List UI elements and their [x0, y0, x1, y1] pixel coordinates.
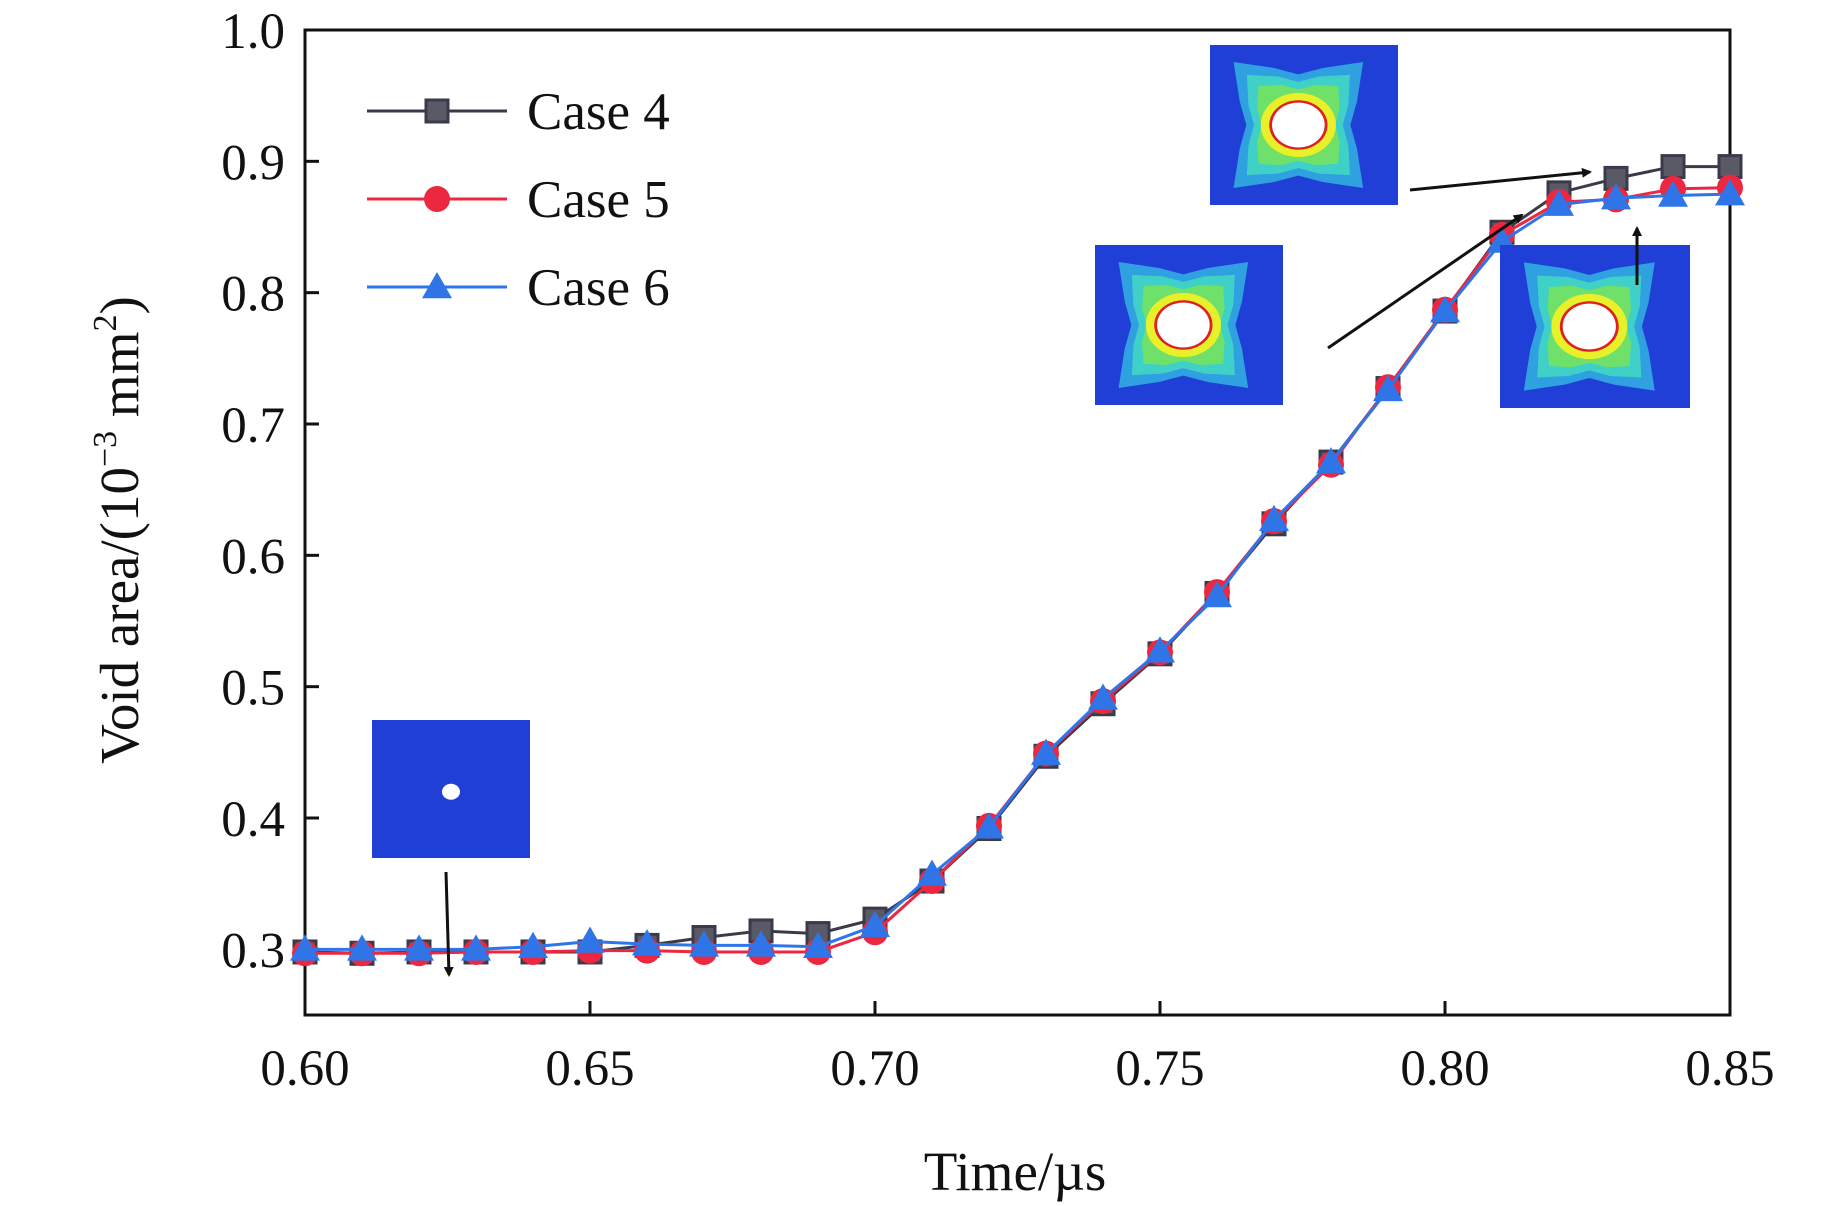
plot-border [303, 28, 1732, 1017]
data-point [461, 934, 491, 961]
data-point [860, 910, 890, 937]
y-axis-title-middle: mm [89, 332, 150, 431]
series-case-6 [290, 179, 1745, 961]
data-point [1316, 447, 1346, 474]
data-point [1544, 189, 1574, 216]
data-point [1373, 374, 1403, 402]
data-point [1660, 154, 1686, 180]
x-tick-label: 0.60 [260, 1041, 349, 1097]
legend-label: Case 6 [527, 259, 670, 317]
y-tick-label: 1.0 [221, 4, 285, 60]
void-inset-0-82-void [1272, 102, 1325, 148]
data-point [632, 929, 662, 956]
x-tick-label: 0.75 [1115, 1041, 1204, 1097]
series-line [305, 192, 1731, 951]
legend-item-case-6: Case 6 [367, 259, 670, 317]
arrow-initial [443, 871, 454, 977]
y-axis-title-exponent-1: −3 [87, 431, 124, 467]
data-point [746, 930, 776, 957]
legend-item-case-5: Case 5 [367, 171, 670, 229]
void-inset-0-83 [1500, 245, 1690, 408]
data-point [518, 931, 548, 958]
x-tick-label: 0.65 [545, 1041, 634, 1097]
data-point [1601, 183, 1631, 210]
data-point [1031, 738, 1061, 765]
x-axis: 0.60 0.65 0.70 0.75 0.80 0.85 [260, 1001, 1775, 1097]
plot-frame [303, 28, 1732, 1017]
y-tick-label: 0.4 [221, 792, 285, 848]
legend: Case 4 Case 5 Case 6 [367, 83, 670, 317]
y-tick-label: 0.6 [221, 529, 285, 585]
data-point [404, 934, 434, 961]
y-tick-label: 0.5 [221, 661, 285, 717]
void-inset-initial-void [442, 783, 460, 800]
series-layer [290, 154, 1745, 967]
data-point [917, 859, 947, 886]
y-axis-title-prefix: Void area/(10 [89, 467, 150, 764]
legend-label: Case 5 [527, 171, 670, 229]
legend-item-case-4: Case 4 [367, 83, 670, 141]
data-point [1259, 504, 1289, 532]
data-point [1715, 179, 1745, 206]
data-point [974, 812, 1004, 839]
legend-label: Case 4 [527, 83, 670, 141]
y-axis-title: Void area/(10−3 mm2) [87, 296, 150, 764]
y-axis-title-suffix: ) [89, 296, 150, 314]
y-axis-title-exponent-2: 2 [87, 315, 124, 332]
insets-layer [372, 45, 1690, 977]
data-point [1088, 683, 1118, 710]
data-point [347, 934, 377, 961]
data-point [575, 926, 605, 953]
x-tick-label: 0.80 [1400, 1041, 1489, 1097]
arrow-0-82 [1409, 167, 1592, 192]
y-tick-label: 0.8 [221, 267, 285, 323]
arrow-0-81 [1327, 213, 1524, 350]
x-tick-label: 0.70 [830, 1041, 919, 1097]
y-axis: 0.3 0.4 0.5 0.6 0.7 0.8 0.9 1.0 [221, 4, 319, 979]
data-point [1430, 296, 1460, 323]
void-inset-0-82 [1210, 45, 1398, 205]
data-point [803, 931, 833, 958]
y-tick-label: 0.3 [221, 923, 285, 979]
x-axis-title: Time/µs [924, 1141, 1107, 1202]
data-point [1202, 581, 1232, 608]
y-tick-label: 0.9 [221, 135, 285, 191]
x-tick-label: 0.85 [1685, 1041, 1774, 1097]
legend-marker [424, 186, 450, 212]
void-inset-0-81-void [1157, 302, 1210, 348]
data-point [1145, 636, 1175, 663]
data-point [689, 930, 719, 957]
void-inset-initial [372, 720, 530, 858]
void-inset-0-81 [1095, 245, 1283, 405]
data-point [1717, 154, 1743, 180]
y-tick-label: 0.7 [221, 398, 285, 454]
data-point [1658, 180, 1688, 207]
void-inset-0-83-void [1562, 303, 1616, 350]
legend-marker [424, 98, 450, 124]
data-point [290, 934, 320, 961]
legend-marker [422, 272, 452, 299]
